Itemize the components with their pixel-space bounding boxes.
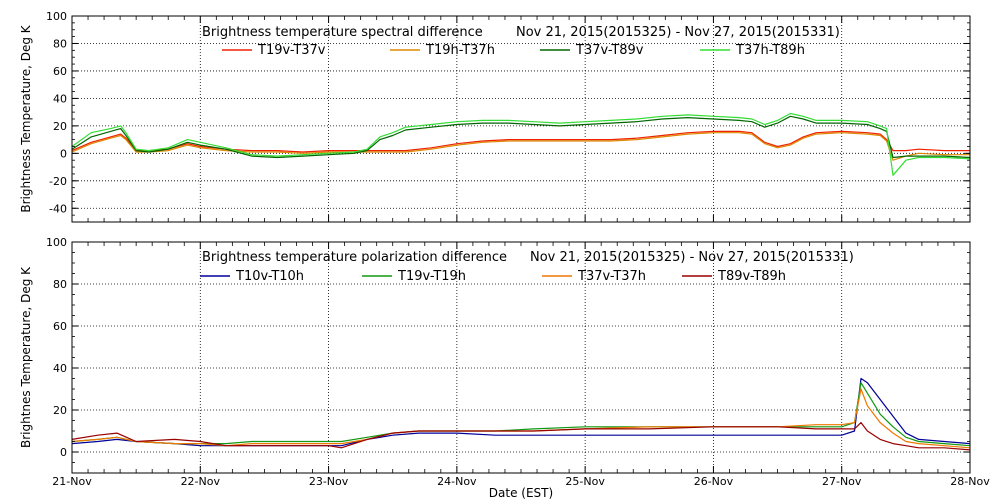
- y-tick-label: 20: [53, 404, 67, 417]
- y-tick-label: 80: [53, 278, 67, 291]
- y-tick-label: 0: [60, 446, 67, 459]
- y-tick-label: 0: [60, 147, 67, 160]
- x-tick-label: 25-Nov: [565, 475, 605, 488]
- y-tick-label: -40: [49, 202, 67, 215]
- x-tick-label: 27-Nov: [822, 475, 862, 488]
- legend-label: T37h-T89h: [735, 43, 805, 58]
- legend-label: T19v-T19h: [397, 269, 466, 284]
- legend-label: T10v-T10h: [235, 269, 304, 284]
- x-tick-label: 26-Nov: [694, 475, 734, 488]
- y-tick-label: 100: [46, 236, 67, 249]
- series-line-t10v-t10h: [71, 377, 971, 447]
- x-tick-label: 28-Nov: [950, 475, 990, 488]
- legend-label: T37v-T89v: [575, 43, 644, 58]
- series-line-t19v-t19h: [71, 382, 971, 447]
- y-tick-label: 60: [53, 65, 67, 78]
- y-axis-title: Brightnes Temperature, Deg K: [19, 266, 33, 448]
- legend-label: T19h-T37h: [425, 43, 495, 58]
- y-tick-label: 100: [46, 10, 67, 23]
- x-tick-label: 23-Nov: [309, 475, 349, 488]
- series-line-t37v-t89v: [71, 115, 971, 159]
- y-tick-label: 40: [53, 92, 67, 105]
- chart-date-range: Nov 21, 2015(2015325) - Nov 27, 2015(201…: [516, 25, 840, 40]
- y-axis-title: Brightness Temperature, Deg K: [19, 24, 33, 212]
- chart-title: Brightness temperature polarization diff…: [202, 250, 507, 265]
- chart-date-range: Nov 21, 2015(2015325) - Nov 27, 2015(201…: [530, 250, 854, 265]
- x-tick-label: 22-Nov: [181, 475, 221, 488]
- x-tick-label: 24-Nov: [437, 475, 477, 488]
- x-axis-title: Date (EST): [489, 486, 553, 500]
- y-tick-label: 20: [53, 120, 67, 133]
- x-tick-label: 21-Nov: [52, 475, 92, 488]
- series-line-t89v-t89h: [71, 422, 971, 451]
- y-tick-label: 40: [53, 362, 67, 375]
- legend-label: T19v-T37v: [257, 43, 326, 58]
- legend-label: T37v-T37h: [577, 269, 646, 284]
- legend-label: T89v-T89h: [717, 269, 786, 284]
- series-line-t19v-t37v: [71, 130, 970, 153]
- y-tick-label: 80: [53, 37, 67, 50]
- series-line-t37h-t89h: [71, 112, 971, 176]
- y-tick-label: -20: [49, 175, 67, 188]
- plot-frame: [71, 15, 971, 223]
- series-line-t37v-t37h: [71, 388, 971, 449]
- series-line-t19h-t37h: [71, 132, 970, 161]
- y-tick-label: 60: [53, 320, 67, 333]
- chart-title: Brightness temperature spectral differen…: [202, 25, 483, 40]
